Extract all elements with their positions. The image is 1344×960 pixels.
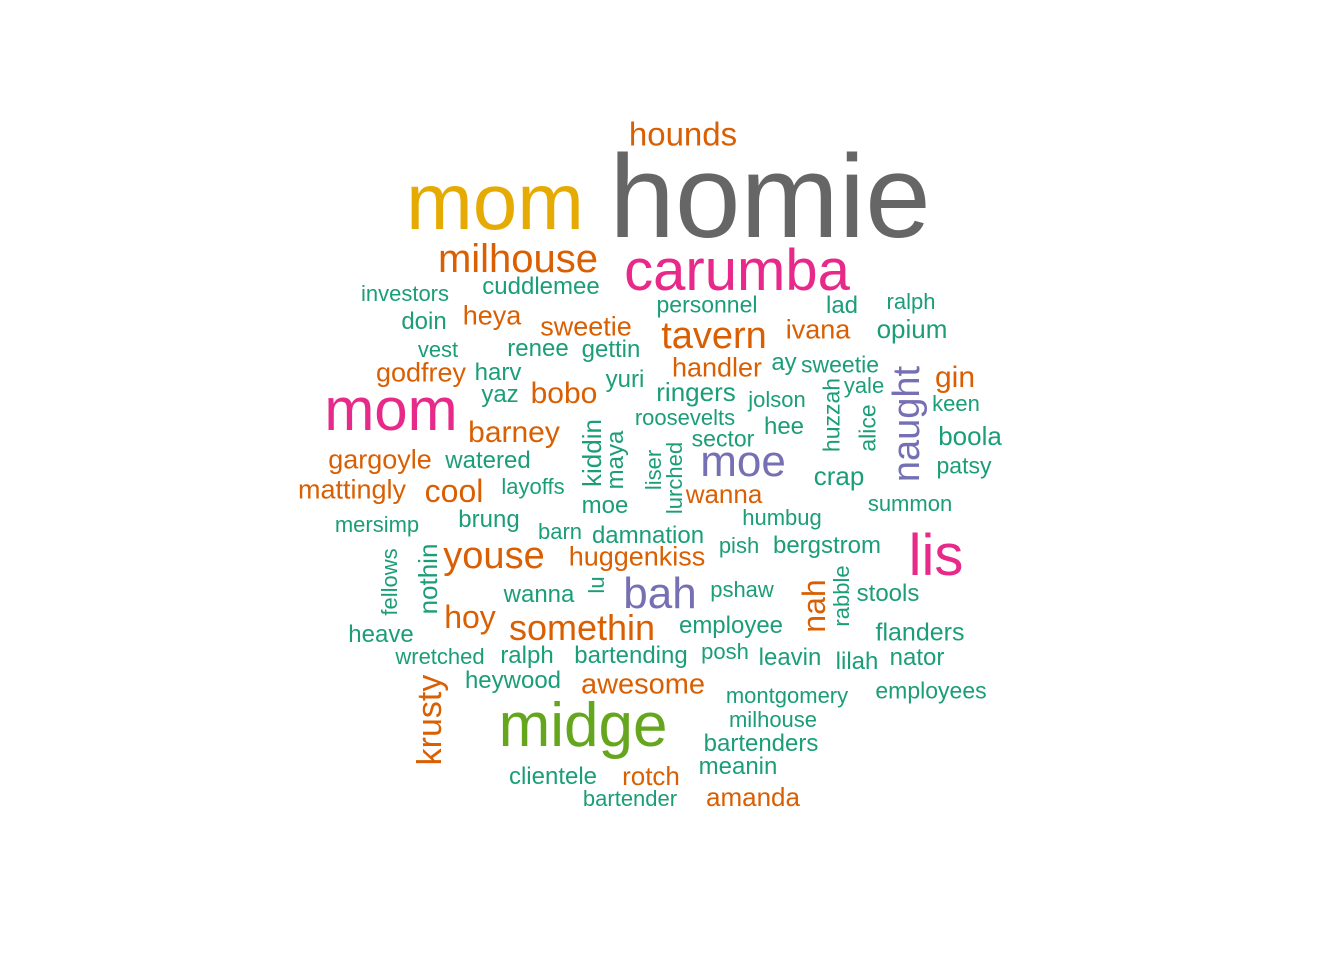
word-roosevelts: roosevelts <box>634 405 736 430</box>
word-employees: employees <box>875 677 987 704</box>
word-bah: bah <box>623 569 697 618</box>
word-lilah: lilah <box>835 648 879 675</box>
word-montgomery: montgomery <box>725 683 849 708</box>
word-sweetie: sweetie <box>540 311 632 342</box>
word-doin: doin <box>401 308 447 335</box>
word-mom: mom <box>406 157 584 246</box>
word-handler: handler <box>671 352 763 383</box>
word-nah: nah <box>796 579 832 633</box>
word-leavin: leavin <box>758 644 822 671</box>
word-nator: nator <box>889 644 945 671</box>
word-alice: alice <box>854 404 881 452</box>
word-investors: investors <box>360 281 450 306</box>
word-yale: yale <box>843 373 885 398</box>
word-lad: lad <box>825 292 859 319</box>
word-hounds: hounds <box>628 115 738 153</box>
word-amanda: amanda <box>706 782 800 812</box>
word-employee: employee <box>678 612 784 639</box>
word-opium: opium <box>876 314 948 344</box>
word-layoffs: layoffs <box>501 474 565 499</box>
word-jolson: jolson <box>748 387 806 412</box>
word-vest: vest <box>417 337 459 362</box>
word-sector: sector <box>691 425 755 452</box>
word-heya: heya <box>462 300 522 331</box>
word-huggenkiss: huggenkiss <box>568 541 706 572</box>
word-gin: gin <box>934 361 976 394</box>
word-naught: naught <box>886 365 928 483</box>
word-mattingly: mattingly <box>297 474 407 505</box>
word-posh: posh <box>701 639 749 664</box>
word-hee: hee <box>763 413 805 440</box>
word-heywood: heywood <box>464 667 562 694</box>
word-gettin: gettin <box>581 336 641 363</box>
word-fellows: fellows <box>377 548 402 616</box>
word-heave: heave <box>348 621 414 648</box>
word-summon: summon <box>867 491 953 516</box>
word-pish: pish <box>718 533 760 558</box>
word-midge: midge <box>498 691 668 760</box>
word-hoy: hoy <box>444 599 496 635</box>
word-bergstrom: bergstrom <box>772 532 882 559</box>
word-gargoyle: gargoyle <box>328 444 432 475</box>
word-rotch: rotch <box>622 761 680 791</box>
word-patsy: patsy <box>936 452 992 479</box>
word-barn: barn <box>537 519 583 544</box>
word-personnel: personnel <box>656 291 758 318</box>
word-boola: boola <box>938 421 1002 451</box>
word-cool: cool <box>424 473 484 509</box>
word-renee: renee <box>507 335 569 362</box>
word-lis: lis <box>908 523 964 588</box>
word-damnation: damnation <box>591 522 705 549</box>
word-tavern: tavern <box>661 315 767 357</box>
word-ringers: ringers <box>656 377 736 407</box>
word-crap: crap <box>813 461 865 491</box>
word-yaz: yaz <box>481 381 519 408</box>
word-somethin: somethin <box>508 607 656 648</box>
word-mersimp: mersimp <box>334 512 420 537</box>
word-cuddlemee: cuddlemee <box>482 273 600 300</box>
word-awesome: awesome <box>580 668 706 701</box>
word-bartender: bartender <box>582 786 678 811</box>
word-godfrey: godfrey <box>375 357 467 388</box>
word-homie: homie <box>609 131 931 263</box>
word-moe: moe <box>581 492 629 519</box>
word-huzzah: huzzah <box>818 377 845 453</box>
word-stools: stools <box>856 580 920 607</box>
word-barney: barney <box>468 416 560 449</box>
word-yuri: yuri <box>605 366 645 393</box>
word-milhouse: milhouse <box>728 707 818 732</box>
word-meanin: meanin <box>698 753 778 780</box>
word-maya: maya <box>602 430 629 490</box>
word-lu: lu <box>584 576 609 594</box>
word-clientele: clientele <box>508 763 598 790</box>
word-harv: harv <box>474 359 522 386</box>
word-bartending: bartending <box>574 642 688 669</box>
word-wanna: wanna <box>503 581 575 608</box>
word-krusty: krusty <box>411 674 449 766</box>
word-moe: moe <box>700 437 786 486</box>
word-bartenders: bartenders <box>703 730 819 757</box>
word-wanna: wanna <box>685 479 763 509</box>
word-ay: ay <box>771 349 797 376</box>
word-mom: mom <box>324 376 458 443</box>
word-milhouse: milhouse <box>437 237 599 281</box>
word-bobo: bobo <box>530 377 598 410</box>
word-lurched: lurched <box>662 441 687 515</box>
word-youse: youse <box>443 535 545 577</box>
word-flanders: flanders <box>875 618 965 647</box>
word-keen: keen <box>932 391 980 416</box>
word-carumba: carumba <box>624 238 850 303</box>
word-ralph: ralph <box>500 642 554 669</box>
word-ivana: ivana <box>785 314 851 345</box>
word-ralph: ralph <box>886 289 936 314</box>
word-pshaw: pshaw <box>710 577 774 602</box>
word-brung: brung <box>458 506 520 533</box>
word-rabble: rabble <box>829 565 854 627</box>
word-sweetie: sweetie <box>801 351 879 378</box>
word-nothin: nothin <box>413 543 443 615</box>
word-humbug: humbug <box>742 505 822 530</box>
word-wretched: wretched <box>395 644 485 669</box>
word-watered: watered <box>445 447 531 474</box>
